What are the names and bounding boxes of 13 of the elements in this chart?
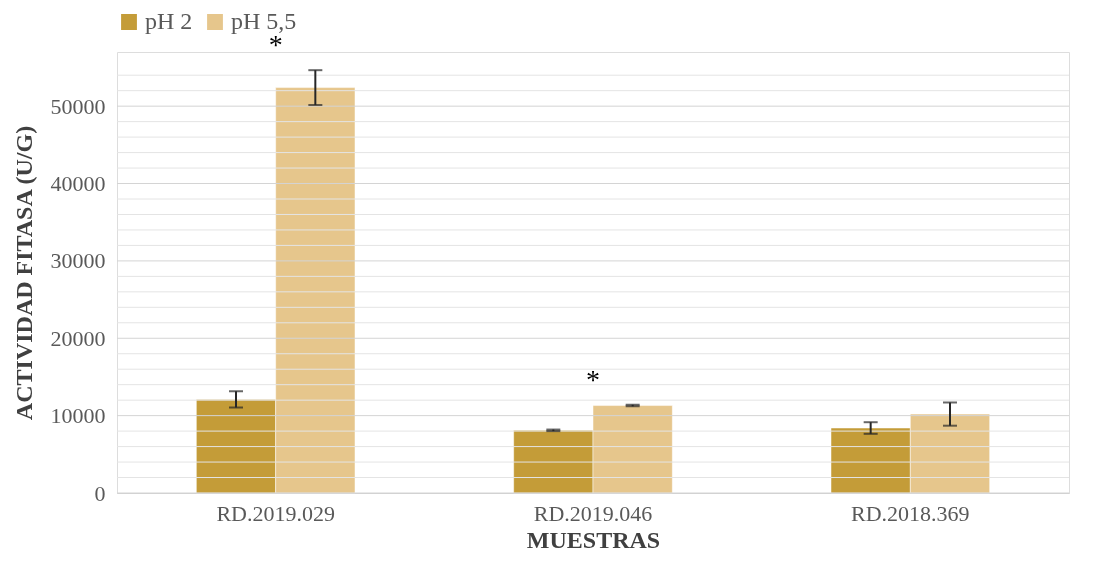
y-tick-label: 30000 (50, 248, 106, 274)
x-tick-label: RD.2019.046 (533, 500, 653, 526)
y-tick-label: 40000 (50, 171, 106, 197)
legend-label: pH 2 (145, 8, 193, 34)
y-tick-label: 20000 (50, 325, 106, 351)
x-axis-title: MUESTRAS (526, 526, 661, 553)
annotation: * (586, 363, 600, 395)
y-tick-label: 50000 (50, 93, 106, 119)
y-axis-title: ACTIVIDAD FITASA (U/G) (10, 125, 37, 421)
x-tick-label: RD.2019.029 (216, 500, 335, 526)
x-tick-label: RD.2018.369 (851, 500, 970, 526)
y-tick-label: 10000 (50, 403, 106, 429)
y-tick-label: 0 (94, 480, 106, 506)
